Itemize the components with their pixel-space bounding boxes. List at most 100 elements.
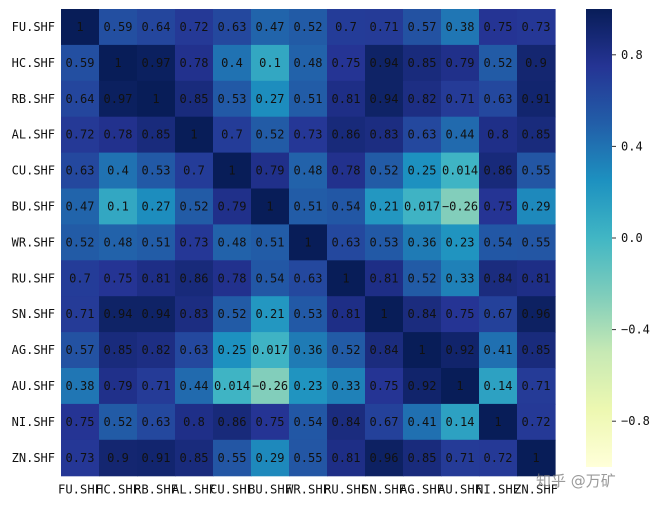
heatmap-cell bbox=[327, 80, 366, 118]
cell-value-label: 0.7 bbox=[335, 20, 357, 34]
cell-value-label: 0.79 bbox=[104, 379, 133, 393]
heatmap-cell bbox=[99, 403, 138, 441]
cell-value-label: 0.21 bbox=[370, 199, 399, 213]
cell-value-label: 1 bbox=[304, 235, 311, 249]
cell-value-label: 0.85 bbox=[142, 128, 171, 142]
heatmap-cell bbox=[365, 9, 404, 46]
heatmap-cell bbox=[327, 9, 366, 46]
cell-value-label: 0.71 bbox=[446, 92, 475, 106]
cell-value-label: 0.75 bbox=[370, 379, 399, 393]
cell-value-label: 0.86 bbox=[180, 271, 209, 285]
heatmap-cell bbox=[479, 260, 518, 297]
row-tick-label: AG.SHF bbox=[12, 343, 55, 357]
heatmap-cell bbox=[175, 224, 214, 261]
cell-value-label: 0.94 bbox=[370, 56, 399, 70]
row-tick-label: RU.SHF bbox=[12, 271, 55, 285]
heatmap-cell bbox=[517, 368, 556, 405]
cell-value-label: 0.25 bbox=[218, 343, 247, 357]
cell-value-label: 0.21 bbox=[256, 307, 285, 321]
cell-value-label: 0.85 bbox=[180, 451, 209, 465]
cell-value-label: 0.14 bbox=[446, 415, 475, 429]
cell-value-label: 0.71 bbox=[446, 451, 475, 465]
cell-value-label: 0.53 bbox=[142, 164, 171, 178]
heatmap-cell bbox=[61, 260, 100, 297]
cell-value-label: 0.51 bbox=[256, 235, 285, 249]
cell-value-label: 0.96 bbox=[522, 307, 551, 321]
heatmap-cell bbox=[479, 80, 518, 118]
cell-value-label: 0.75 bbox=[332, 56, 361, 70]
heatmap-cell bbox=[213, 188, 252, 225]
row-tick-label: RB.SHF bbox=[12, 92, 55, 106]
cell-value-label: 0.92 bbox=[446, 343, 475, 357]
heatmap-cell bbox=[517, 224, 556, 261]
heatmap-cell bbox=[99, 332, 138, 369]
cell-value-label: 0.48 bbox=[218, 235, 247, 249]
column-tick-label: ZN.SHF bbox=[514, 483, 558, 497]
heatmap-cell bbox=[61, 224, 100, 261]
cell-value-label: 0.29 bbox=[522, 199, 551, 213]
heatmap-cell bbox=[403, 9, 442, 46]
cell-value-label: 0.55 bbox=[294, 451, 323, 465]
heatmap-cell bbox=[441, 296, 480, 333]
cell-value-label: 0.85 bbox=[408, 451, 437, 465]
cell-value-label: 0.59 bbox=[66, 56, 95, 70]
cell-value-label: 0.75 bbox=[104, 271, 133, 285]
heatmap-cell bbox=[327, 439, 366, 477]
heatmap-cell bbox=[517, 9, 556, 46]
cell-value-label: 0.52 bbox=[370, 164, 399, 178]
heatmap-cell bbox=[403, 296, 442, 333]
heatmap-cell bbox=[327, 44, 366, 82]
cell-value-label: 0.78 bbox=[104, 128, 133, 142]
heatmap-cell bbox=[61, 116, 100, 154]
heatmap-cell bbox=[403, 368, 442, 405]
heatmap-cell bbox=[403, 80, 442, 118]
cell-value-label: 0.52 bbox=[104, 415, 133, 429]
cell-value-label: 0.017 bbox=[404, 199, 440, 213]
heatmap-cell bbox=[99, 44, 138, 82]
cell-value-label: 0.75 bbox=[484, 20, 513, 34]
heatmap-cell bbox=[403, 332, 442, 369]
cell-value-label: 0.47 bbox=[66, 199, 95, 213]
cell-value-label: 0.51 bbox=[294, 92, 323, 106]
heatmap-cell bbox=[99, 9, 138, 46]
cell-value-label: 0.8 bbox=[487, 128, 509, 142]
cell-value-label: 0.23 bbox=[294, 379, 323, 393]
heatmap-cell bbox=[517, 332, 556, 369]
heatmap-cell bbox=[61, 332, 100, 369]
cell-value-label: 0.54 bbox=[484, 235, 513, 249]
heatmap-cell bbox=[251, 116, 290, 154]
heatmap-cell bbox=[137, 296, 176, 333]
cell-value-label: 0.44 bbox=[180, 379, 209, 393]
cell-value-label: 0.85 bbox=[522, 343, 551, 357]
cell-value-label: 0.79 bbox=[218, 199, 247, 213]
heatmap-cell bbox=[403, 188, 442, 225]
cell-value-label: 0.86 bbox=[218, 415, 247, 429]
colorbar-tick-label: 0.8 bbox=[621, 48, 643, 62]
heatmap-cell bbox=[175, 403, 214, 441]
heatmap-cell bbox=[289, 152, 328, 190]
heatmap-cell bbox=[289, 439, 328, 477]
heatmap-cell bbox=[213, 116, 252, 154]
colorbar-tick-label: 0.0 bbox=[621, 231, 643, 245]
cell-value-label: 0.51 bbox=[294, 199, 323, 213]
column-tick-label: AU.SHF bbox=[438, 483, 482, 497]
heatmap-cell bbox=[289, 116, 328, 154]
heatmap-cell bbox=[175, 368, 214, 405]
heatmap-cell bbox=[403, 152, 442, 190]
heatmap-cell bbox=[175, 296, 214, 333]
heatmap-cell bbox=[175, 260, 214, 297]
heatmap-cell bbox=[175, 116, 214, 154]
heatmap-cell bbox=[479, 116, 518, 154]
heatmap-cell bbox=[99, 116, 138, 154]
cell-value-label: 0.9 bbox=[525, 56, 547, 70]
cell-value-label: 0.52 bbox=[256, 128, 285, 142]
heatmap-cell bbox=[251, 260, 290, 297]
cell-value-label: 0.78 bbox=[218, 271, 247, 285]
heatmap-cell bbox=[175, 188, 214, 225]
heatmap-cell bbox=[517, 439, 556, 477]
cell-value-label: 0.27 bbox=[142, 199, 171, 213]
heatmap-cell bbox=[517, 116, 556, 154]
cell-value-label: 0.78 bbox=[180, 56, 209, 70]
cell-value-label: 0.85 bbox=[522, 128, 551, 142]
cell-value-label: 0.63 bbox=[180, 343, 209, 357]
